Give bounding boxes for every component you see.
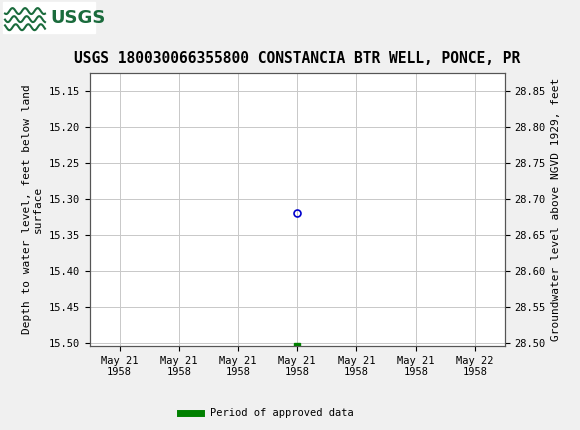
- Title: USGS 180030066355800 CONSTANCIA BTR WELL, PONCE, PR: USGS 180030066355800 CONSTANCIA BTR WELL…: [74, 51, 520, 66]
- Bar: [3, 2, 95, 33]
- Legend: Period of approved data: Period of approved data: [176, 404, 357, 423]
- Text: USGS: USGS: [50, 9, 106, 27]
- Y-axis label: Groundwater level above NGVD 1929, feet: Groundwater level above NGVD 1929, feet: [551, 78, 561, 341]
- Y-axis label: Depth to water level, feet below land
surface: Depth to water level, feet below land su…: [22, 85, 44, 335]
